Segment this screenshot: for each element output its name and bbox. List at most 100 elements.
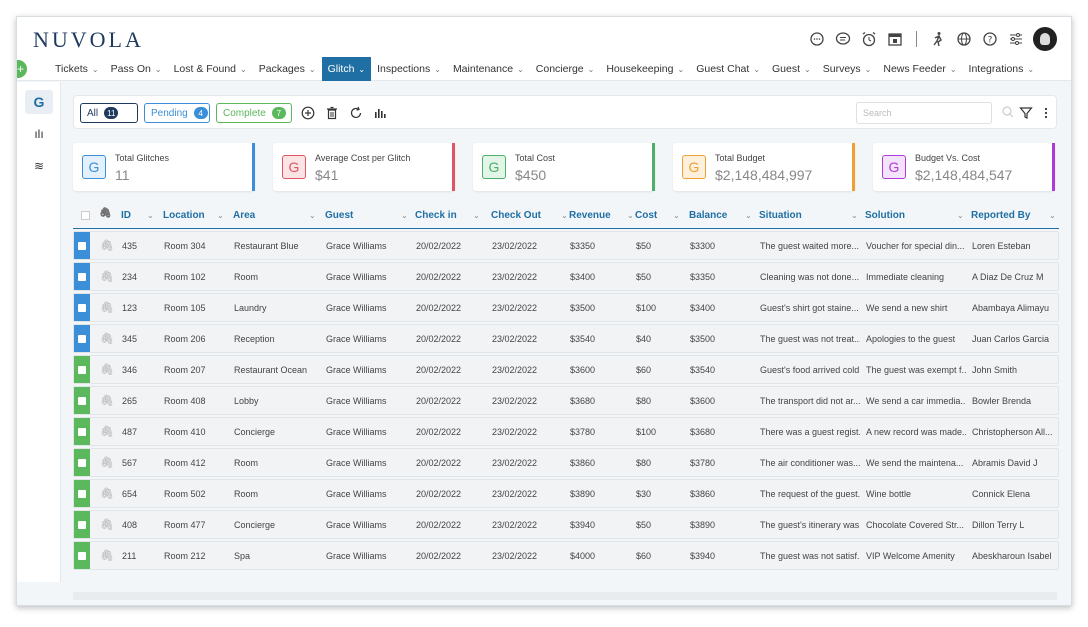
more-vertical-icon[interactable]	[1038, 105, 1054, 121]
table-row[interactable]: 🖇 567 Room 412 Room Grace Williams 20/02/2022…	[73, 448, 1059, 477]
table-row[interactable]: 🖇 234 Room 102 Room Grace Williams 20/02/2022…	[73, 262, 1059, 291]
nav-item-surveys[interactable]: Surveys ⌄	[817, 57, 878, 81]
row-status-checkbox[interactable]	[74, 542, 90, 569]
row-status-checkbox[interactable]	[74, 480, 90, 507]
filter-pending-chip[interactable]: Pending 4	[144, 103, 210, 123]
column-header-balance[interactable]: Balance ⌄	[689, 210, 752, 221]
row-status-checkbox[interactable]	[74, 356, 90, 383]
nav-item-label: Inspections	[377, 63, 431, 75]
filter-all-chip[interactable]: All 11	[80, 103, 138, 123]
attachment-icon[interactable]: 🖇	[100, 333, 114, 345]
nav-item-tickets[interactable]: Tickets ⌄	[49, 57, 105, 81]
column-header-check-in[interactable]: Check in ⌄	[415, 210, 480, 221]
nav-item-inspections[interactable]: Inspections ⌄	[371, 57, 447, 81]
nav-item-packages[interactable]: Packages ⌄	[253, 57, 322, 81]
column-header-cost[interactable]: Cost ⌄	[635, 210, 680, 221]
message-icon[interactable]	[834, 30, 852, 48]
sidebar-glitch-icon[interactable]: G	[25, 90, 53, 114]
table-row[interactable]: 🖇 123 Room 105 Laundry Grace Williams 20/02/2…	[73, 293, 1059, 322]
filter-icon[interactable]	[1018, 105, 1034, 121]
nav-item-maintenance[interactable]: Maintenance ⌄	[447, 57, 530, 81]
table-row[interactable]: 🖇 487 Room 410 Concierge Grace Williams 20/02…	[73, 417, 1059, 446]
attachment-icon[interactable]: 🖇	[100, 302, 114, 314]
table-row[interactable]: 🖇 654 Room 502 Room Grace Williams 20/02/2022…	[73, 479, 1059, 508]
column-header-solution[interactable]: Solution ⌄	[865, 210, 964, 221]
nav-item-guest-chat[interactable]: Guest Chat ⌄	[690, 57, 766, 81]
column-header-reported-by[interactable]: Reported By ⌄	[971, 210, 1056, 221]
search-icon[interactable]	[998, 104, 1018, 120]
run-icon[interactable]	[929, 30, 947, 48]
chevron-down-icon: ⌄	[949, 64, 957, 74]
table-row[interactable]: 🖇 408 Room 477 Concierge Grace Williams 20/02…	[73, 510, 1059, 539]
row-status-checkbox[interactable]	[74, 511, 90, 538]
column-header-location[interactable]: Location ⌄	[163, 210, 224, 221]
search-input[interactable]: Search	[856, 102, 992, 124]
nav-item-housekeeping[interactable]: Housekeeping ⌄	[600, 57, 690, 81]
help-icon[interactable]: ?	[981, 30, 999, 48]
cell-cost: $30	[636, 489, 652, 499]
column-header-guest[interactable]: Guest ⌄	[325, 210, 408, 221]
filter-complete-chip[interactable]: Complete 7	[216, 103, 292, 123]
cell-guest: Grace Williams	[326, 489, 387, 499]
column-header-id[interactable]: ID ⌄	[121, 210, 154, 221]
row-status-checkbox[interactable]	[74, 325, 90, 352]
nav-item-lost-found[interactable]: Lost & Found ⌄	[168, 57, 253, 81]
nav-item-integrations[interactable]: Integrations ⌄	[963, 57, 1041, 81]
attachment-icon[interactable]: 🖇	[100, 271, 114, 283]
trash-icon[interactable]	[324, 105, 340, 121]
column-header-situation[interactable]: Situation ⌄	[759, 210, 858, 221]
globe-icon[interactable]	[955, 30, 973, 48]
add-circle-icon[interactable]	[300, 105, 316, 121]
table-row[interactable]: 🖇 345 Room 206 Reception Grace Williams 20/02…	[73, 324, 1059, 353]
attachment-icon[interactable]: 🖇	[100, 395, 114, 407]
add-icon[interactable]: +	[17, 60, 27, 78]
attachment-icon[interactable]: 🖇	[100, 364, 114, 376]
nav-item-pass-on[interactable]: Pass On ⌄	[105, 57, 168, 81]
attachment-icon[interactable]: 🖇	[100, 519, 114, 531]
row-status-checkbox[interactable]	[74, 449, 90, 476]
nav-item-label: Packages	[258, 63, 305, 75]
cell-balance: $3890	[690, 520, 716, 530]
cell-situation: The guest was not satisf...	[760, 551, 860, 561]
cell-area: Restaurant Ocean	[234, 365, 308, 375]
row-status-checkbox[interactable]	[74, 294, 90, 321]
cell-location: Room 477	[164, 520, 206, 530]
attachment-icon[interactable]: 🖇	[100, 457, 114, 469]
nav-item-glitch[interactable]: Glitch ⌄	[321, 57, 372, 81]
refresh-icon[interactable]	[348, 105, 364, 121]
cell-id: 435	[122, 241, 138, 251]
nav-item-news-feeder[interactable]: News Feeder ⌄	[877, 57, 962, 81]
sidebar-chart-icon[interactable]: ılı	[34, 127, 44, 141]
table-row[interactable]: 🖇 211 Room 212 Spa Grace Williams 20/02/2022 2…	[73, 541, 1059, 570]
nav-item-guest[interactable]: Guest ⌄	[766, 57, 817, 81]
row-status-checkbox[interactable]	[74, 232, 90, 259]
filter-all-label: All	[87, 107, 99, 119]
chat-bubble-icon[interactable]	[808, 30, 826, 48]
horizontal-scrollbar[interactable]	[73, 592, 1057, 600]
card-label: Average Cost per Glitch	[315, 153, 411, 163]
sidebar-settings-icon[interactable]: ≋	[33, 159, 45, 173]
select-all-checkbox[interactable]	[81, 211, 90, 223]
table-row[interactable]: 🖇 265 Room 408 Lobby Grace Williams 20/02/202…	[73, 386, 1059, 415]
cell-guest: Grace Williams	[326, 396, 387, 406]
cell-checkin: 20/02/2022	[416, 396, 462, 406]
column-header-revenue[interactable]: Revenue ⌄	[569, 210, 634, 221]
alarm-clock-icon[interactable]	[860, 30, 878, 48]
attachment-icon[interactable]: 🖇	[100, 550, 114, 562]
chart-icon[interactable]	[372, 105, 388, 121]
nav-item-concierge[interactable]: Concierge ⌄	[530, 57, 601, 81]
attachment-icon[interactable]: 🖇	[100, 488, 114, 500]
column-header-check-out[interactable]: Check Out ⌄	[491, 210, 568, 221]
attachment-icon[interactable]: 🖇	[100, 240, 114, 252]
table-row[interactable]: 🖇 435 Room 304 Restaurant Blue Grace William…	[73, 231, 1059, 260]
column-header-area[interactable]: Area ⌄	[233, 210, 316, 221]
cell-cost: $50	[636, 520, 652, 530]
table-row[interactable]: 🖇 346 Room 207 Restaurant Ocean Grace Willia…	[73, 355, 1059, 384]
row-status-checkbox[interactable]	[74, 263, 90, 290]
user-avatar[interactable]	[1033, 27, 1057, 51]
settings-sliders-icon[interactable]	[1007, 30, 1025, 48]
attachment-icon[interactable]: 🖇	[100, 426, 114, 438]
row-status-checkbox[interactable]	[74, 418, 90, 445]
calendar-icon[interactable]	[886, 30, 904, 48]
row-status-checkbox[interactable]	[74, 387, 90, 414]
